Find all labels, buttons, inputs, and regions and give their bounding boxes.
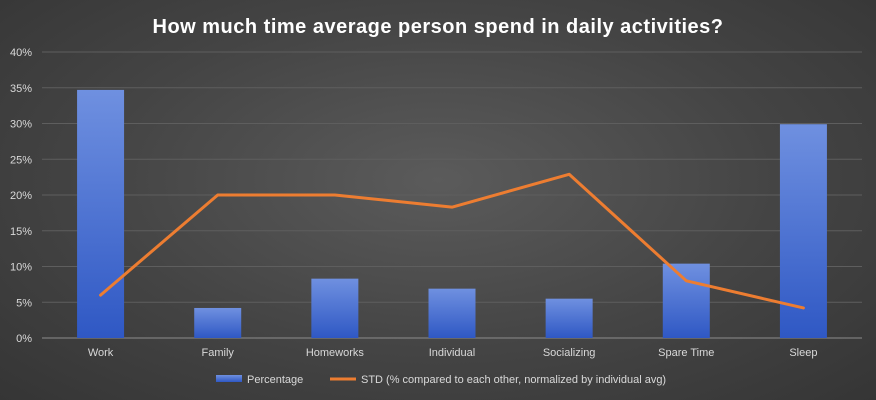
y-tick-label: 40%: [10, 47, 32, 59]
bar-family: [194, 307, 242, 338]
y-tick-label: 20%: [10, 190, 32, 202]
x-tick-label: Individual: [429, 347, 475, 359]
bar-individual: [428, 288, 476, 338]
bar-series: [77, 89, 827, 339]
bar-spare-time: [662, 263, 710, 338]
bar-socializing: [545, 298, 593, 338]
legend-label-std: STD (% compared to each other, normalize…: [361, 374, 666, 386]
x-tick-label: Homeworks: [306, 347, 365, 359]
y-tick-label: 35%: [10, 83, 32, 95]
x-tick-label: Family: [202, 347, 235, 359]
line-series: [99, 172, 805, 310]
x-axis-ticks: Work Family Homeworks Individual Socializing…: [88, 347, 818, 359]
y-tick-label: 0%: [16, 333, 32, 345]
y-axis-ticks: 0% 5% 10% 15% 20% 25% 30% 35% 40%: [10, 47, 32, 345]
x-tick-label: Sleep: [789, 347, 817, 359]
y-tick-label: 30%: [10, 119, 32, 131]
legend-label-percentage: Percentage: [247, 374, 303, 386]
y-tick-label: 15%: [10, 226, 32, 238]
y-tick-label: 10%: [10, 262, 32, 274]
legend: Percentage STD (% compared to each other,…: [216, 374, 666, 386]
legend-swatch-percentage: [216, 375, 242, 382]
bar-homeworks: [311, 278, 359, 338]
bar-work: [77, 89, 125, 339]
bar-sleep: [779, 124, 827, 338]
y-tick-label: 5%: [16, 297, 32, 309]
y-tick-label: 25%: [10, 154, 32, 166]
x-tick-label: Spare Time: [658, 347, 714, 359]
chart-title: How much time average person spend in da…: [152, 16, 724, 38]
x-tick-label: Work: [88, 347, 114, 359]
x-tick-label: Socializing: [543, 347, 596, 359]
